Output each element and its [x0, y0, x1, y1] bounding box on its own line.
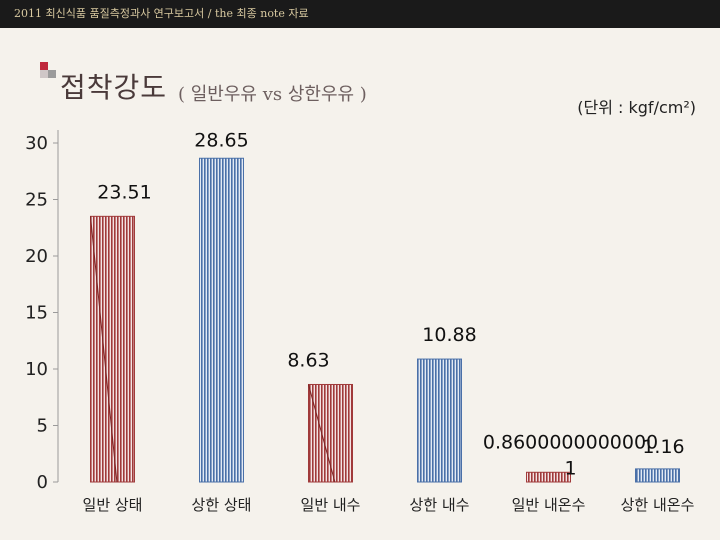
bar: [635, 468, 680, 483]
bar: [526, 471, 571, 483]
header-bar: 2011 최신식품 품질측정과사 연구보고서 / the 최종 note 자료: [0, 0, 720, 28]
accent-square-gray: [48, 70, 56, 78]
bar: [199, 157, 244, 483]
y-tick-label: 30: [25, 133, 48, 154]
data-label: 0.8600000000000: [483, 431, 658, 453]
x-tick-label: 일반 내수: [301, 496, 361, 514]
unit-label: (단위 : kgf/cm²): [577, 98, 696, 117]
bar: [417, 358, 462, 483]
x-tick-label: 상한 내수: [410, 496, 470, 514]
data-label: 23.51: [97, 181, 151, 203]
x-tick-label: 상한 상태: [192, 496, 252, 514]
y-tick-label: 10: [25, 359, 48, 380]
y-tick-label: 25: [25, 190, 48, 211]
data-label: 10.88: [422, 324, 476, 346]
x-tick-label: 일반 내온수: [512, 496, 586, 514]
slide-subtitle: ( 일반우유 vs 상한우유 ): [60, 76, 430, 114]
bar-diagonal-stroke: [308, 384, 336, 483]
header-text: 2011 최신식품 품질측정과사 연구보고서 / the 최종 note 자료: [14, 7, 309, 20]
data-label: 1.16: [642, 436, 684, 458]
y-tick-label: 5: [37, 416, 48, 437]
y-tick-label: 15: [25, 303, 48, 324]
slide-title: 접착강도: [60, 71, 168, 104]
y-tick-label: 20: [25, 246, 48, 267]
data-label: 28.65: [194, 129, 248, 151]
data-label: 8.63: [287, 349, 329, 371]
x-tick-label: 일반 상태: [83, 496, 143, 514]
y-tick-label: 0: [37, 472, 48, 493]
accent-square-light: [40, 70, 48, 78]
bar-diagonal-stroke: [90, 216, 118, 483]
slide-subtitle-text: ( 일반우유 vs 상한우유 ): [178, 84, 367, 105]
data-label-wrap: 1: [564, 457, 576, 479]
x-tick-label: 상한 내온수: [621, 496, 695, 514]
accent-square-red: [40, 62, 48, 70]
